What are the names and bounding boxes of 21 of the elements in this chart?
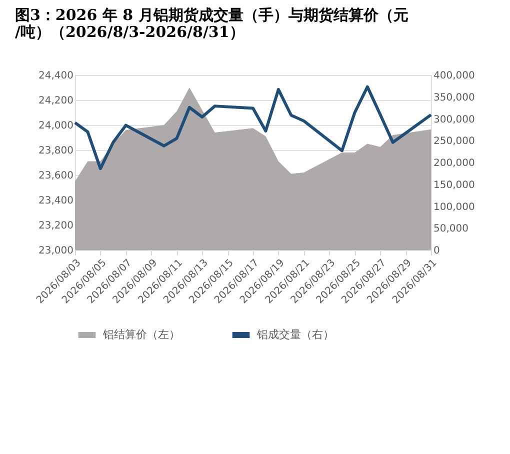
y-tick-label: 24,400 (38, 70, 74, 82)
y-tick-label: 23,200 (38, 220, 74, 232)
y2-tick-label: 350,000 (434, 92, 475, 104)
chart-title: 图3：2026 年 8 月铝期货成交量（手）与期货结算价（元/吨）（2026/8/3-2026/8/31） (15, 6, 408, 41)
y-tick-label: 23,000 (38, 246, 74, 256)
y2-tick-label: 300,000 (434, 114, 475, 126)
y2-tick-label: 150,000 (434, 180, 475, 191)
y-tick-label: 23,800 (38, 146, 74, 156)
y2-tick-label: 50,000 (434, 224, 468, 235)
legend-label: 铝结算价（左） (102, 328, 180, 341)
y-tick-label: 23,400 (38, 196, 74, 206)
line-series (74, 85, 432, 170)
y2-tick-label: 100,000 (434, 202, 475, 213)
y2-tick-label: 250,000 (434, 136, 475, 148)
y2-tick-label: 200,000 (434, 158, 475, 169)
y-tick-label: 24,200 (38, 96, 74, 106)
y-tick-label: 24,000 (38, 120, 74, 132)
y2-tick-label: 0 (434, 246, 440, 256)
y-tick-label: 23,600 (38, 170, 74, 182)
y2-tick-label: 400,000 (434, 70, 475, 82)
legend-label: 铝成交量（右） (256, 328, 334, 341)
